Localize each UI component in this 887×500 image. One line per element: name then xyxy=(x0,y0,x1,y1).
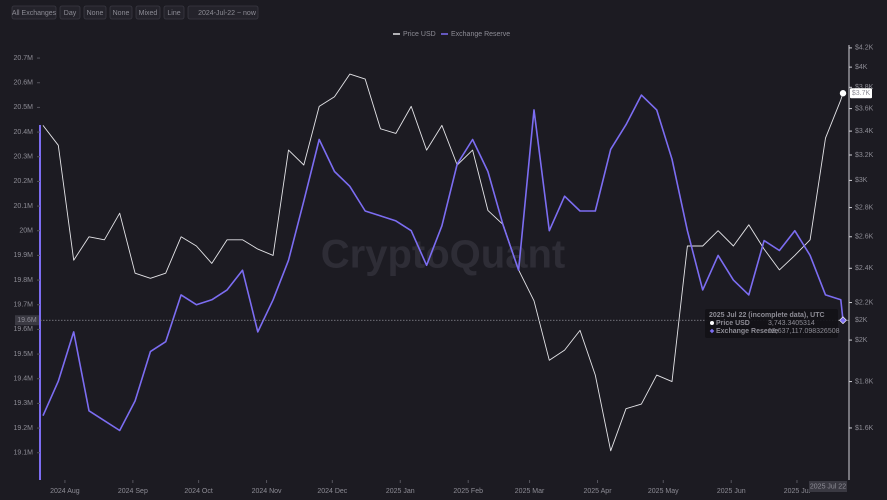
tooltip-value: 19,637,117.098326508 xyxy=(768,328,840,335)
y2-tick-label: $2.2K xyxy=(855,299,874,306)
toolbar-button[interactable] xyxy=(11,5,57,20)
toolbar-label[interactable]: 2024-Jul-22 ~ now xyxy=(198,10,257,17)
legend-label: Exchange Reserve xyxy=(451,31,510,38)
toolbar-label[interactable]: Line xyxy=(167,10,180,17)
toolbar-label[interactable]: Day xyxy=(64,10,77,17)
crosshair-x-box xyxy=(809,481,847,492)
y-tick-label: 19.2M xyxy=(14,425,34,432)
toolbar-button[interactable] xyxy=(83,5,107,20)
x-tick-label: 2025 Apr xyxy=(584,488,613,495)
toolbar-button[interactable] xyxy=(59,5,81,20)
toolbar-button[interactable] xyxy=(187,5,259,20)
tooltip-name: Price USD xyxy=(716,320,750,327)
y2-tick-label: $2K xyxy=(855,337,868,344)
crosshair-x-label: 2025 Jul 22 xyxy=(810,483,846,490)
y-tick-label: 19.6M xyxy=(14,326,34,333)
y2-tick-label: $2.6K xyxy=(855,234,874,241)
tooltip-name: Exchange Reserve xyxy=(716,328,778,335)
y-tick-label: 19.9M xyxy=(14,252,34,259)
price-end-dot xyxy=(839,90,847,97)
reserve-end-marker xyxy=(839,316,847,325)
tooltip-icon xyxy=(709,328,715,334)
x-tick-label: 2024 Aug xyxy=(50,488,80,495)
y-tick-label: 19.5M xyxy=(14,351,34,358)
y-tick-label: 20.7M xyxy=(14,55,34,62)
watermark: CryptoQuant xyxy=(321,233,565,277)
x-tick-label: 2025 Feb xyxy=(453,488,483,495)
tooltip-icon xyxy=(710,321,714,325)
x-tick-label: 2025 Jun xyxy=(717,488,746,495)
crosshair-y-box xyxy=(15,315,39,326)
y2-tick-label: $2.4K xyxy=(855,265,874,272)
y-tick-label: 19.1M xyxy=(14,450,34,457)
crosshair-y-label: 19.6M xyxy=(17,317,37,324)
x-tick-label: 2025 Jan xyxy=(386,488,415,495)
y2-tick-label: $1.8K xyxy=(855,378,874,385)
toolbar-label[interactable]: None xyxy=(87,10,104,17)
tooltip-title: 2025 Jul 22 (incomplete data), UTC xyxy=(709,312,825,319)
y-tick-label: 20.6M xyxy=(14,80,34,87)
y2-tick-label: $3.4K xyxy=(855,128,874,135)
y-tick-label: 19.8M xyxy=(14,277,34,284)
y2-tick-label: $1.6K xyxy=(855,425,874,432)
legend-label: Price USD xyxy=(403,31,436,38)
crosshair-y2-label: $2K xyxy=(855,317,868,324)
y-tick-label: 19.3M xyxy=(14,400,34,407)
x-tick-label: 2024 Nov xyxy=(252,488,282,495)
x-tick-label: 2024 Dec xyxy=(317,488,347,495)
y2-tick-label: $3K xyxy=(855,177,868,184)
y-tick-label: 20.3M xyxy=(14,154,34,161)
y2-tick-label: $3.8K xyxy=(855,84,874,91)
y-tick-label: 20.2M xyxy=(14,178,34,185)
y-tick-label: 20.1M xyxy=(14,203,34,210)
y2-tick-label: $3.2K xyxy=(855,152,874,159)
toolbar-button[interactable] xyxy=(109,5,133,20)
y2-tick-label: $3.6K xyxy=(855,105,874,112)
toolbar-label[interactable]: None xyxy=(113,10,130,17)
x-tick-label: 2025 Mar xyxy=(515,488,545,495)
y-tick-label: 20.5M xyxy=(14,104,34,111)
x-tick-label: 2025 May xyxy=(648,488,679,495)
y2-tick-label: $2.8K xyxy=(855,204,874,211)
y-tick-label: 20.4M xyxy=(14,129,34,136)
toolbar-label[interactable]: All Exchanges xyxy=(12,10,57,17)
last-value-label: $3.7K xyxy=(852,90,871,97)
tooltip-box xyxy=(705,309,838,338)
last-value-box xyxy=(850,88,872,99)
y2-tick-label: $4K xyxy=(855,64,868,71)
y2-tick-label: $4.2K xyxy=(855,45,874,52)
x-tick-label: 2024 Sep xyxy=(118,488,148,495)
y-tick-label: 19.4M xyxy=(14,376,34,383)
toolbar-label[interactable]: Mixed xyxy=(139,10,158,17)
toolbar-button[interactable] xyxy=(163,5,185,20)
series-line xyxy=(42,94,844,432)
tooltip-value: 3,743.3405314 xyxy=(768,320,815,327)
y-tick-label: 20M xyxy=(19,228,33,235)
toolbar-button[interactable] xyxy=(135,5,161,20)
x-tick-label: 2025 Jul xyxy=(784,488,811,495)
series-line xyxy=(42,73,844,452)
x-tick-label: 2024 Oct xyxy=(184,488,212,495)
y-tick-label: 19.7M xyxy=(14,302,34,309)
